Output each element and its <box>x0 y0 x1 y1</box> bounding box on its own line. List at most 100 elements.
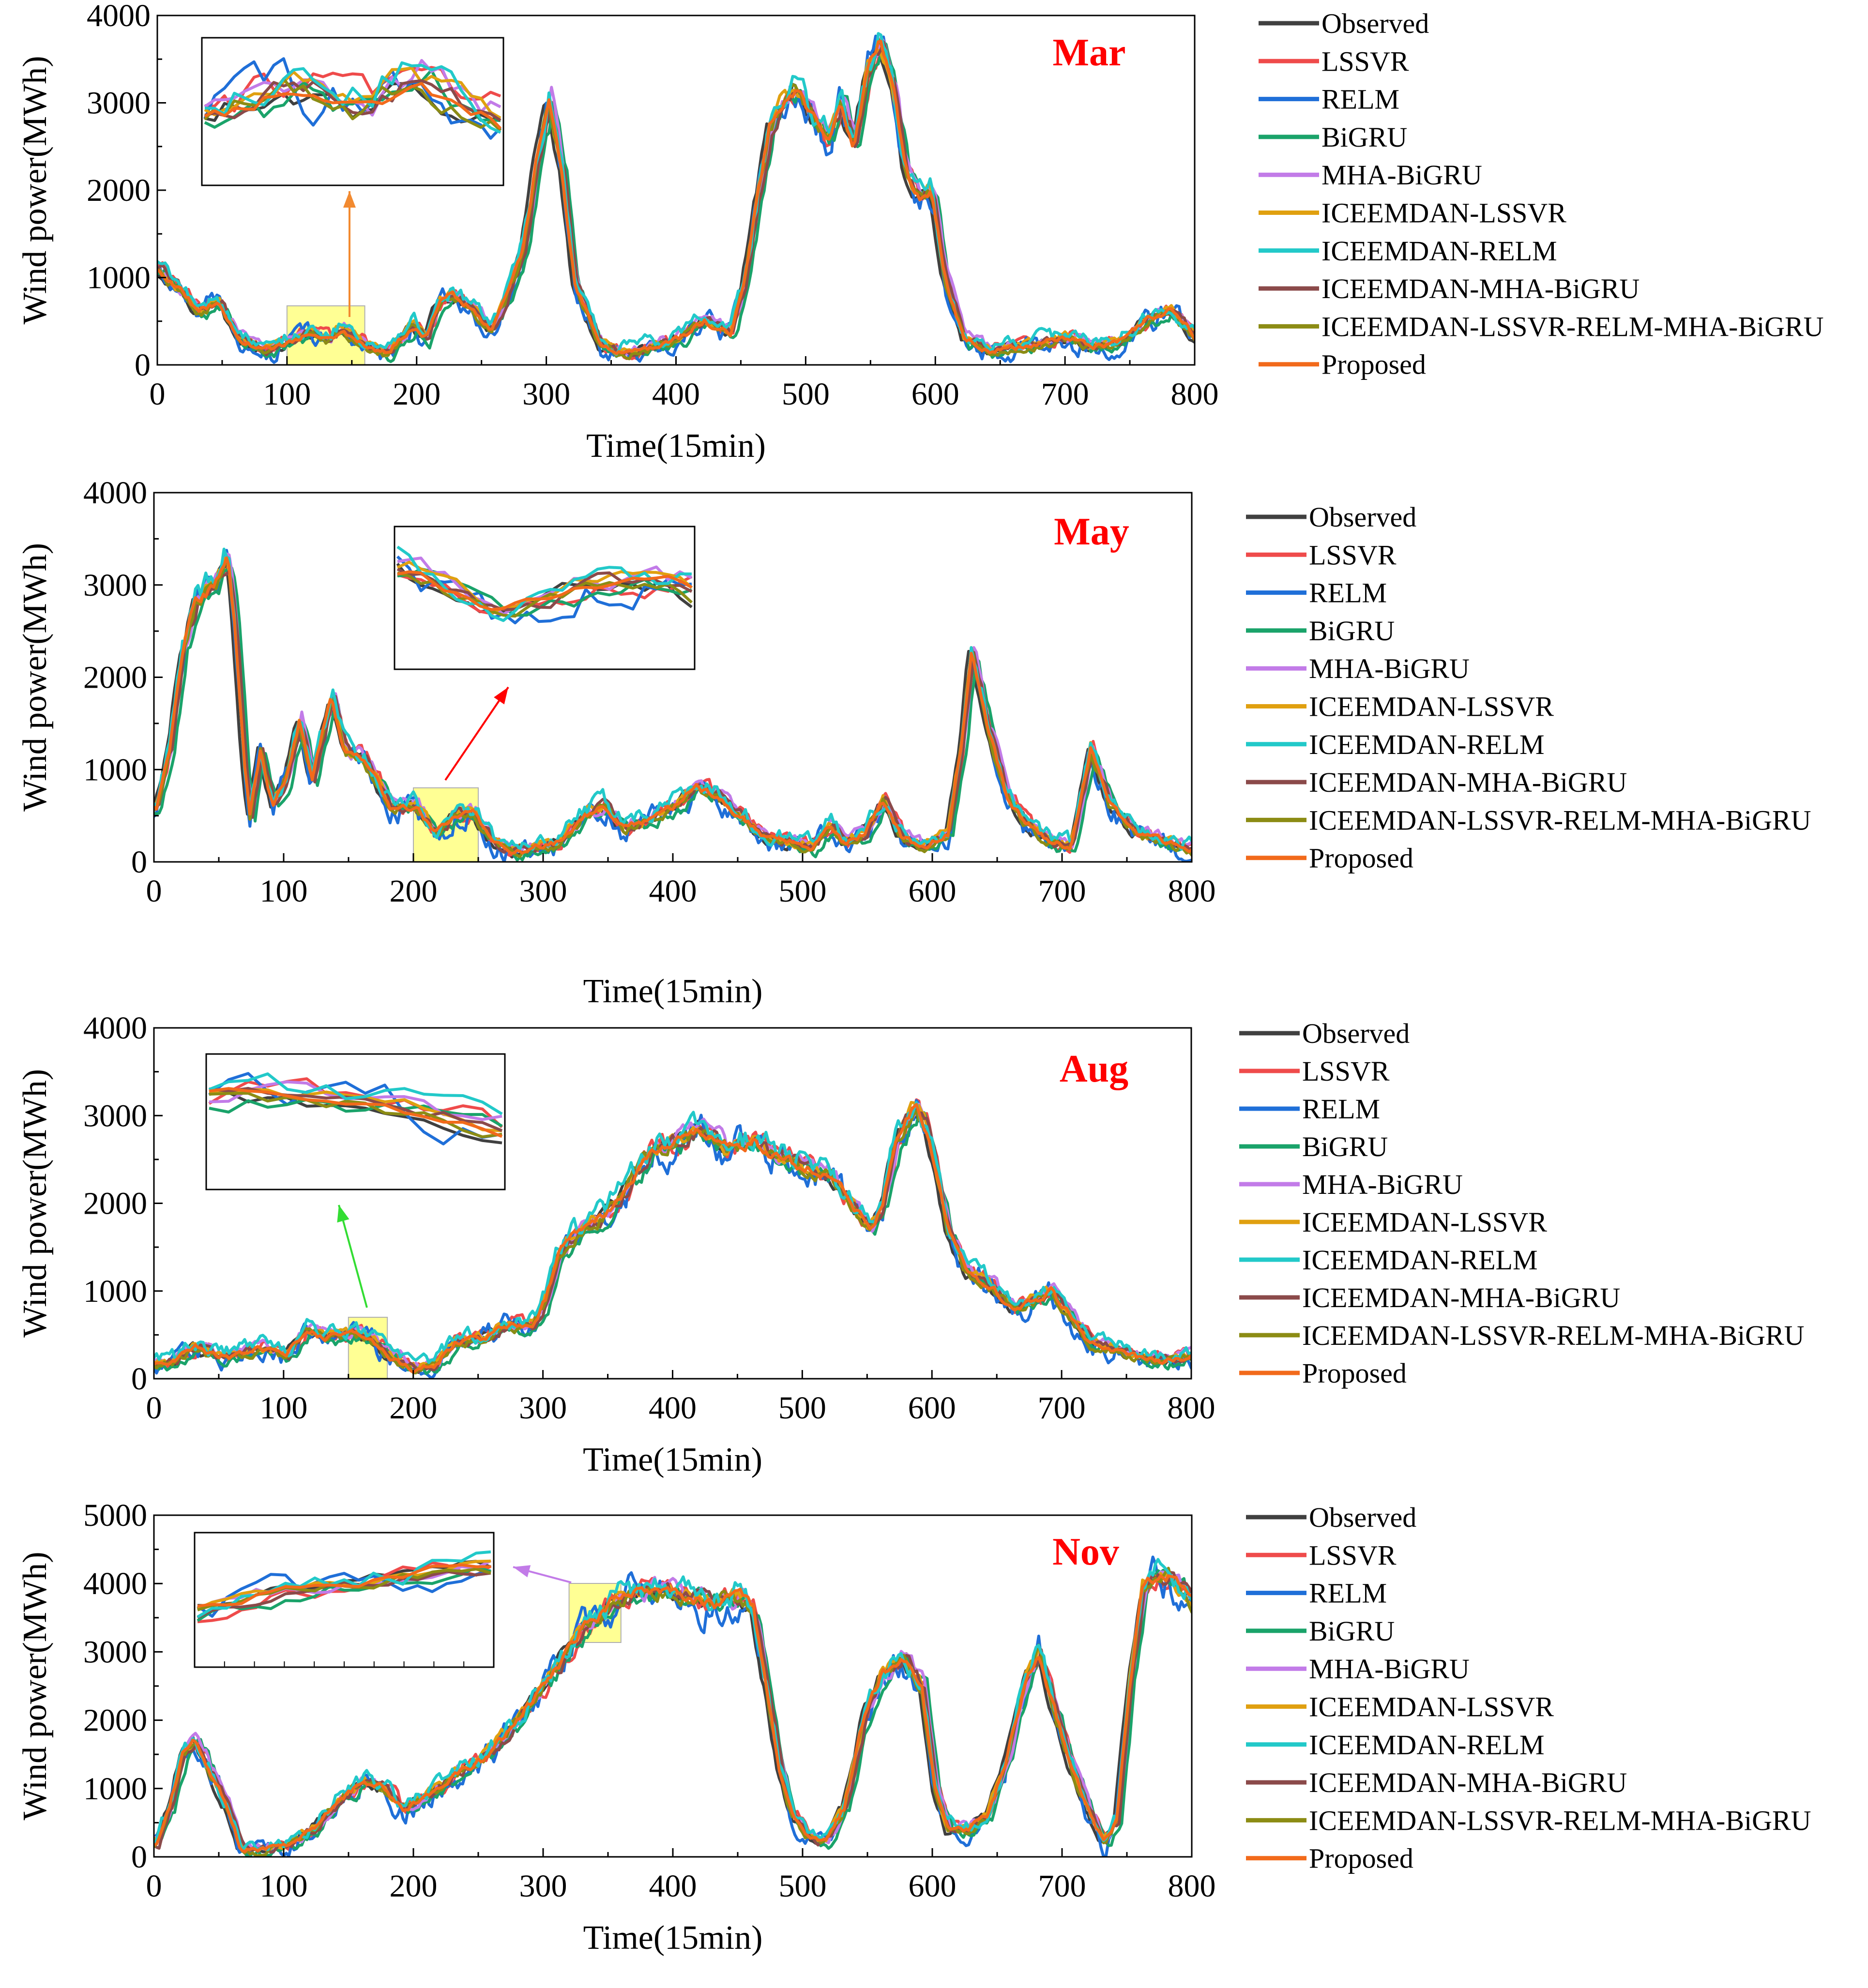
y-tick-label: 4000 <box>83 1010 147 1046</box>
x-tick-label: 700 <box>1041 377 1089 412</box>
zoom-line-iceemdan-relm <box>197 1550 491 1619</box>
legend-label: ICEEMDAN-MHA-BiGRU <box>1321 273 1640 304</box>
x-tick-label: 100 <box>259 1390 307 1426</box>
y-tick-label: 3000 <box>83 568 147 603</box>
legend-label: Observed <box>1321 8 1429 39</box>
chart-panel-may: 0 100 200 300 400 500 600 700 800 0 1000 2000 3000 40… <box>16 475 1811 1010</box>
x-tick-label: 300 <box>519 1868 567 1904</box>
legend-label: RELM <box>1309 577 1387 609</box>
zoom-line-iceemdan-lssvr-relm-mha-bigru <box>209 1092 502 1139</box>
y-axis-label: Wind power(MWh) <box>16 1069 54 1338</box>
x-tick-label: 200 <box>389 1390 437 1426</box>
x-tick-label: 600 <box>911 377 959 412</box>
x-tick-label: 600 <box>908 1390 956 1426</box>
legend-label: LSSVR <box>1309 1539 1397 1571</box>
y-tick-label: 3000 <box>87 86 151 121</box>
y-axis-label: Wind power(MWh) <box>16 543 54 812</box>
legend-label: ICEEMDAN-RELM <box>1321 235 1557 267</box>
zoom-inset <box>205 1053 506 1190</box>
zoom-line-relm <box>203 57 502 140</box>
series-lines <box>157 32 1195 364</box>
chart-panel-nov: 0 100 200 300 400 500 600 700 800 0 1000 2000 3000 40… <box>16 1498 1811 1957</box>
zoom-line-relm <box>208 1072 502 1145</box>
legend-label: LSSVR <box>1302 1055 1390 1087</box>
zoom-arrow <box>338 1205 368 1308</box>
legend-label: LSSVR <box>1321 45 1409 77</box>
legend-label: ICEEMDAN-RELM <box>1302 1244 1538 1276</box>
legend-label: RELM <box>1302 1093 1380 1125</box>
legend-label: MHA-BiGRU <box>1309 653 1470 684</box>
x-tick-label: 100 <box>260 1868 308 1904</box>
legend-label: BiGRU <box>1321 121 1407 153</box>
legend-label: Observed <box>1309 501 1416 533</box>
legend-label: ICEEMDAN-MHA-BiGRU <box>1309 1767 1627 1798</box>
x-tick-label: 300 <box>522 377 570 412</box>
y-tick-label: 1000 <box>83 1274 147 1309</box>
x-tick-label: 500 <box>778 1390 826 1426</box>
x-tick-label: 500 <box>782 377 830 412</box>
y-tick-label: 4000 <box>83 1566 147 1601</box>
legend-label: Proposed <box>1302 1357 1407 1389</box>
zoom-line-proposed <box>397 570 693 611</box>
legend-label: ICEEMDAN-LSSVR-RELM-MHA-BiGRU <box>1321 311 1824 342</box>
legend-label: RELM <box>1309 1578 1387 1609</box>
zoom-line-proposed <box>197 1563 491 1608</box>
zoom-arrow <box>444 686 509 781</box>
x-axis-label: Time(15min) <box>583 1441 762 1478</box>
x-tick-label: 200 <box>393 377 440 412</box>
legend-label: MHA-BiGRU <box>1309 1653 1470 1685</box>
y-tick-label: 1000 <box>83 1771 147 1807</box>
zoom-line-proposed <box>209 1087 503 1138</box>
legend-label: ICEEMDAN-LSSVR <box>1309 691 1554 723</box>
x-tick-label: 400 <box>652 377 700 412</box>
y-axis-label: Wind power(MWh) <box>16 1551 54 1820</box>
zoom-line-iceemdan-mha-bigru <box>197 1570 491 1619</box>
series-line-proposed <box>154 1574 1192 1853</box>
y-tick-label: 1000 <box>87 260 151 296</box>
y-tick-label: 2000 <box>87 173 151 208</box>
y-tick-label: 0 <box>135 347 151 383</box>
x-tick-label: 0 <box>146 1390 162 1426</box>
legend-label: RELM <box>1321 84 1399 115</box>
zoom-arrow-head <box>513 1565 531 1578</box>
legend-label: BiGRU <box>1309 1615 1395 1647</box>
y-tick-label: 4000 <box>87 0 151 33</box>
y-tick-label: 2000 <box>83 1703 147 1738</box>
zoom-line-iceemdan-relm <box>204 61 501 134</box>
x-tick-label: 800 <box>1168 1390 1215 1426</box>
legend-label: ICEEMDAN-LSSVR <box>1321 197 1566 229</box>
legend-label: MHA-BiGRU <box>1321 159 1482 191</box>
x-tick-label: 700 <box>1038 1390 1086 1426</box>
x-tick-label: 400 <box>649 1868 697 1904</box>
y-tick-label: 3000 <box>83 1634 147 1670</box>
zoom-arrow-head <box>337 1205 349 1223</box>
legend-label: Proposed <box>1309 1843 1413 1874</box>
legend-label: ICEEMDAN-MHA-BiGRU <box>1302 1282 1620 1313</box>
zoom-line-relm <box>396 555 692 625</box>
x-tick-label: 100 <box>260 874 308 909</box>
x-tick-label: 600 <box>909 874 957 909</box>
x-tick-label: 0 <box>150 377 166 412</box>
legend-label: Proposed <box>1309 843 1413 874</box>
series-lines <box>154 1555 1192 1857</box>
legend-label: ICEEMDAN-MHA-BiGRU <box>1309 767 1627 798</box>
legend-label: ICEEMDAN-LSSVR-RELM-MHA-BiGRU <box>1302 1320 1805 1351</box>
y-tick-label: 2000 <box>83 660 147 695</box>
series-lines <box>154 547 1192 862</box>
y-tick-label: 0 <box>131 1361 147 1397</box>
series-lines <box>154 1098 1191 1379</box>
x-tick-label: 0 <box>146 1868 162 1904</box>
zoom-inset <box>194 1532 495 1668</box>
zoom-line-observed <box>209 1091 502 1145</box>
series-line-proposed <box>154 556 1192 855</box>
legend: Observed LSSVR RELM BiGRU MHA-BiGRU ICEEMDAN-… <box>1259 8 1824 380</box>
y-tick-label: 5000 <box>83 1498 147 1533</box>
y-tick-label: 1000 <box>83 752 147 787</box>
legend-label: BiGRU <box>1309 615 1395 647</box>
y-axis-label: Wind power(MWh) <box>16 56 54 324</box>
series-line-proposed <box>157 40 1195 356</box>
legend: Observed LSSVR RELM BiGRU MHA-BiGRU ICEEMDAN-… <box>1246 1502 1811 1874</box>
y-tick-label: 0 <box>131 844 147 880</box>
legend: Observed LSSVR RELM BiGRU MHA-BiGRU ICEEMDAN-… <box>1239 1018 1805 1389</box>
